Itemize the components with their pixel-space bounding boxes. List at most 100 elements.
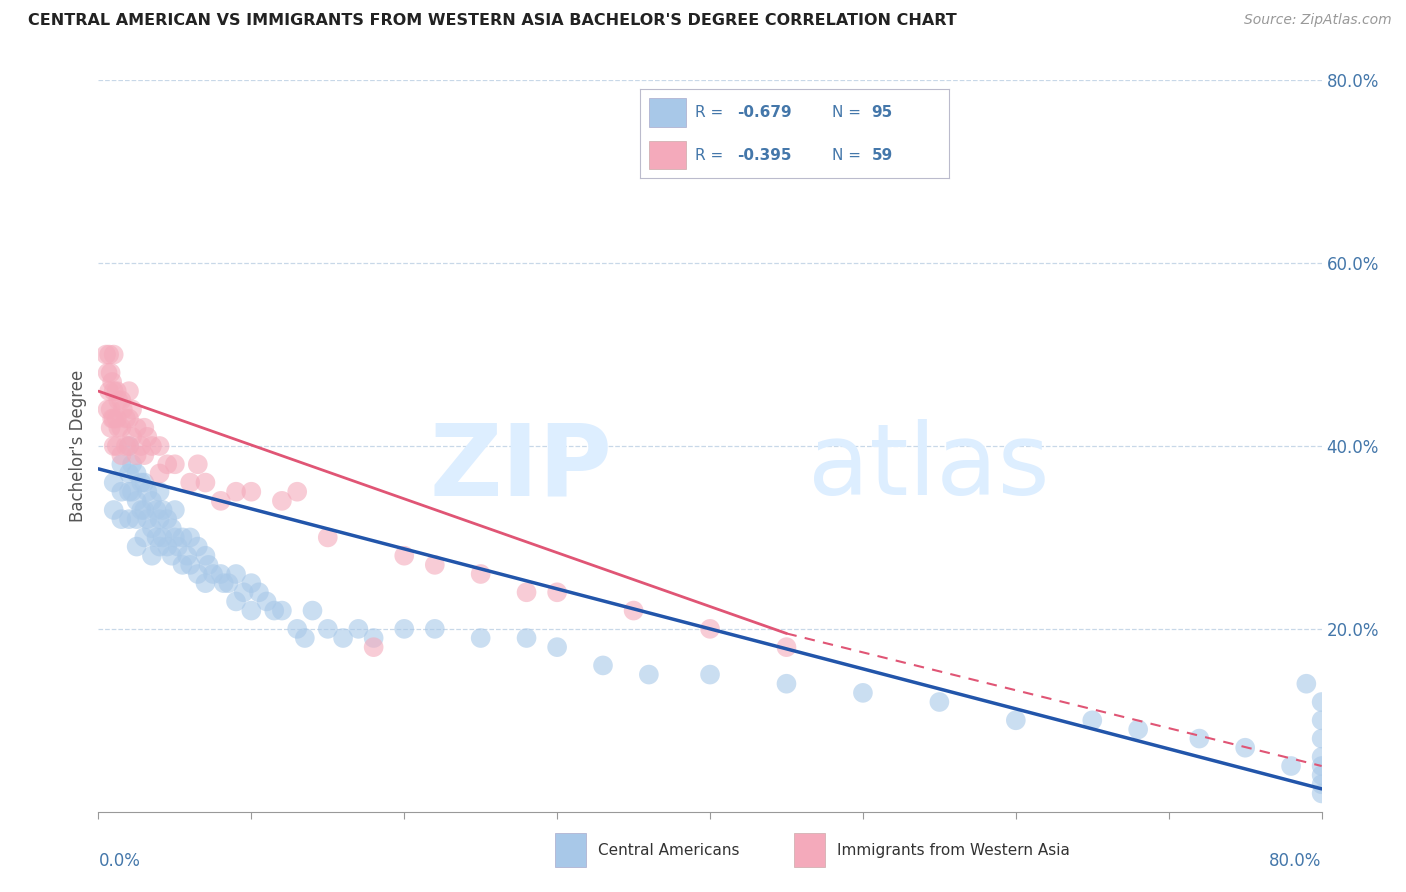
Text: 0.0%: 0.0% [98, 852, 141, 870]
Point [118, 439, 141, 453]
Point [125, 467, 148, 481]
Point [699, 667, 721, 681]
Point [225, 594, 247, 608]
Point [110, 421, 132, 435]
Point [105, 439, 128, 453]
Point [256, 594, 278, 608]
Point [125, 448, 148, 462]
Point [110, 512, 132, 526]
Point [107, 393, 129, 408]
Point [125, 493, 148, 508]
Point [149, 540, 172, 554]
Point [516, 631, 538, 645]
Point [285, 484, 308, 499]
Text: -0.395: -0.395 [737, 148, 792, 162]
Point [141, 439, 163, 453]
Text: 59: 59 [872, 148, 893, 162]
Point [101, 375, 124, 389]
Point [98, 348, 121, 362]
Point [240, 603, 263, 617]
Bar [650, 141, 686, 169]
Point [1310, 777, 1333, 791]
Point [141, 493, 163, 508]
Point [225, 484, 247, 499]
Point [240, 576, 263, 591]
Point [1310, 731, 1333, 746]
Point [118, 512, 141, 526]
Point [129, 475, 152, 490]
Point [202, 567, 225, 582]
Point [103, 503, 125, 517]
Point [129, 439, 152, 453]
Point [100, 421, 122, 435]
Point [176, 549, 198, 563]
Point [121, 458, 143, 472]
Point [125, 540, 148, 554]
Point [134, 530, 156, 544]
Point [1310, 749, 1333, 764]
Text: Central Americans: Central Americans [598, 843, 740, 857]
Point [156, 458, 179, 472]
Point [125, 421, 148, 435]
Point [149, 512, 172, 526]
Y-axis label: Bachelor's Degree: Bachelor's Degree [69, 370, 87, 522]
Point [699, 622, 721, 636]
Point [103, 348, 125, 362]
Point [94, 348, 117, 362]
Point [172, 558, 194, 572]
Point [637, 667, 661, 681]
Point [316, 530, 339, 544]
Point [247, 585, 270, 599]
Point [316, 622, 339, 636]
Point [187, 458, 209, 472]
Point [121, 430, 143, 444]
Point [163, 530, 186, 544]
Point [392, 549, 416, 563]
Point [134, 475, 156, 490]
Point [470, 567, 492, 582]
Point [1004, 714, 1026, 728]
Point [852, 686, 875, 700]
Point [136, 430, 159, 444]
Point [197, 558, 219, 572]
Point [209, 567, 232, 582]
Point [160, 521, 183, 535]
Point [167, 540, 190, 554]
Point [118, 484, 141, 499]
Point [423, 558, 446, 572]
Point [134, 448, 156, 462]
Point [156, 512, 179, 526]
Text: Source: ZipAtlas.com: Source: ZipAtlas.com [1244, 13, 1392, 28]
Point [103, 411, 125, 425]
Point [187, 567, 209, 582]
Point [392, 622, 416, 636]
Point [134, 503, 156, 517]
Point [100, 402, 122, 417]
Point [103, 475, 125, 490]
Point [546, 585, 568, 599]
Point [118, 439, 141, 453]
Point [232, 585, 254, 599]
Point [110, 393, 132, 408]
Text: CENTRAL AMERICAN VS IMMIGRANTS FROM WESTERN ASIA BACHELOR'S DEGREE CORRELATION C: CENTRAL AMERICAN VS IMMIGRANTS FROM WEST… [28, 13, 957, 29]
Point [145, 503, 167, 517]
Point [1081, 714, 1104, 728]
Point [179, 558, 201, 572]
Point [107, 421, 129, 435]
Point [363, 631, 385, 645]
Point [347, 622, 370, 636]
Point [152, 503, 174, 517]
Point [136, 484, 159, 499]
Point [928, 695, 950, 709]
Point [125, 512, 148, 526]
Text: N =: N = [831, 148, 865, 162]
Point [194, 475, 217, 490]
Point [217, 576, 239, 591]
Point [1188, 731, 1211, 746]
Point [209, 493, 232, 508]
Point [240, 484, 263, 499]
Text: atlas: atlas [808, 419, 1049, 516]
Point [363, 640, 385, 655]
Text: 80.0%: 80.0% [1270, 852, 1322, 870]
Point [187, 540, 209, 554]
